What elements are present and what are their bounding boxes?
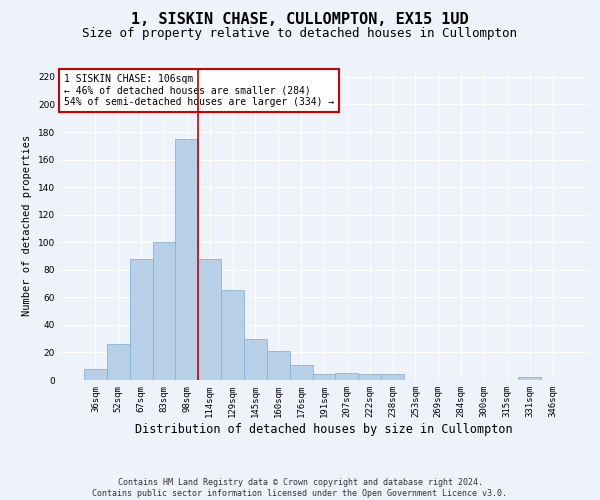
Bar [198,259,221,380]
Bar [107,344,130,380]
Bar [152,242,175,380]
Bar [244,338,267,380]
Bar [358,374,381,380]
Text: 1 SISKIN CHASE: 106sqm
← 46% of detached houses are smaller (284)
54% of semi-de: 1 SISKIN CHASE: 106sqm ← 46% of detached… [64,74,334,108]
Bar [335,373,358,380]
Bar [175,139,198,380]
Bar [84,369,107,380]
Text: 1, SISKIN CHASE, CULLOMPTON, EX15 1UD: 1, SISKIN CHASE, CULLOMPTON, EX15 1UD [131,12,469,28]
Bar [290,365,313,380]
Bar [313,374,335,380]
Bar [518,377,541,380]
Y-axis label: Number of detached properties: Number of detached properties [22,134,32,316]
Bar [221,290,244,380]
X-axis label: Distribution of detached houses by size in Cullompton: Distribution of detached houses by size … [135,422,513,436]
Bar [381,374,404,380]
Bar [130,259,152,380]
Text: Contains HM Land Registry data © Crown copyright and database right 2024.
Contai: Contains HM Land Registry data © Crown c… [92,478,508,498]
Bar [267,351,290,380]
Text: Size of property relative to detached houses in Cullompton: Size of property relative to detached ho… [83,28,517,40]
